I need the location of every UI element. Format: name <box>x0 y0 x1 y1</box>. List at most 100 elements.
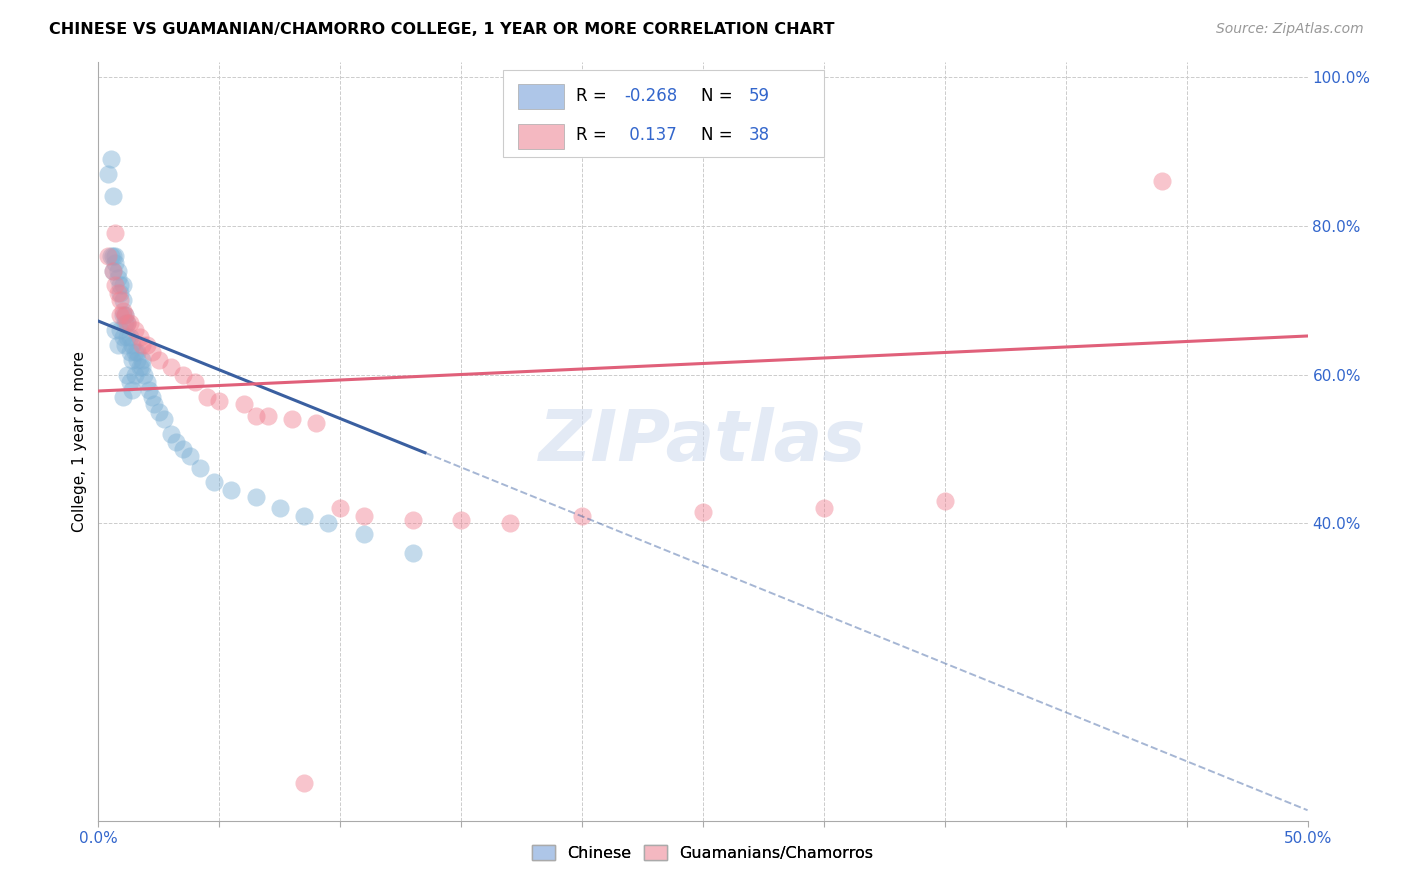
Point <box>148 352 170 367</box>
FancyBboxPatch shape <box>517 124 564 149</box>
Point <box>121 352 143 367</box>
Point <box>353 508 375 523</box>
Point <box>269 501 291 516</box>
Point <box>107 263 129 277</box>
Point <box>245 491 267 505</box>
Point <box>195 390 218 404</box>
Point <box>316 516 339 531</box>
Point <box>143 397 166 411</box>
Point <box>353 527 375 541</box>
Point <box>172 442 194 456</box>
Point <box>101 249 124 263</box>
Point <box>135 375 157 389</box>
Text: N =: N = <box>700 87 738 104</box>
Point <box>281 412 304 426</box>
Point <box>131 360 153 375</box>
Text: 0.137: 0.137 <box>624 127 678 145</box>
Point <box>148 405 170 419</box>
Point <box>114 338 136 352</box>
Point <box>97 167 120 181</box>
Point <box>108 293 131 308</box>
Text: -0.268: -0.268 <box>624 87 678 104</box>
Point <box>114 308 136 322</box>
Point <box>141 390 163 404</box>
Text: 38: 38 <box>749 127 770 145</box>
Text: Source: ZipAtlas.com: Source: ZipAtlas.com <box>1216 22 1364 37</box>
Point <box>124 345 146 359</box>
Point <box>107 338 129 352</box>
Point <box>111 308 134 322</box>
Point <box>135 338 157 352</box>
Point <box>111 330 134 344</box>
Point <box>124 368 146 382</box>
Point <box>208 393 231 408</box>
Point <box>160 427 183 442</box>
Point <box>245 409 267 423</box>
Point <box>111 278 134 293</box>
Point <box>101 189 124 203</box>
Point <box>107 271 129 285</box>
Point <box>117 330 139 344</box>
Point <box>108 308 131 322</box>
Point <box>101 263 124 277</box>
Point <box>121 338 143 352</box>
Point <box>329 501 352 516</box>
Text: ZIPatlas: ZIPatlas <box>540 407 866 476</box>
Point <box>402 512 425 526</box>
Point <box>221 483 243 497</box>
FancyBboxPatch shape <box>503 70 824 157</box>
Point <box>571 508 593 523</box>
Point <box>104 323 127 337</box>
Text: N =: N = <box>700 127 738 145</box>
Point <box>292 776 315 790</box>
Point <box>108 323 131 337</box>
Point <box>152 412 174 426</box>
Point <box>104 227 127 241</box>
Point <box>111 293 134 308</box>
Point <box>184 375 207 389</box>
Point <box>117 368 139 382</box>
Point <box>118 330 141 344</box>
Point <box>117 316 139 330</box>
Point <box>128 330 150 344</box>
Point <box>141 345 163 359</box>
Point <box>118 375 141 389</box>
Point <box>104 278 127 293</box>
Point <box>179 450 201 464</box>
Point <box>131 352 153 367</box>
Point <box>124 323 146 337</box>
Point <box>108 278 131 293</box>
Point <box>100 152 122 166</box>
Point <box>402 546 425 560</box>
Point <box>108 285 131 300</box>
Point <box>114 316 136 330</box>
Point <box>138 383 160 397</box>
Point <box>111 390 134 404</box>
Point <box>134 368 156 382</box>
Point <box>692 505 714 519</box>
Point <box>100 249 122 263</box>
Point <box>97 249 120 263</box>
Point <box>813 501 835 516</box>
Point <box>934 494 956 508</box>
Point <box>117 316 139 330</box>
Y-axis label: College, 1 year or more: College, 1 year or more <box>72 351 87 532</box>
Point <box>165 434 187 449</box>
Legend: Chinese, Guamanians/Chamorros: Chinese, Guamanians/Chamorros <box>526 838 880 867</box>
Point <box>128 360 150 375</box>
Point <box>111 304 134 318</box>
Point <box>256 409 278 423</box>
Point <box>121 383 143 397</box>
FancyBboxPatch shape <box>517 85 564 110</box>
Point <box>101 263 124 277</box>
Text: 59: 59 <box>749 87 770 104</box>
Point <box>114 308 136 322</box>
Point <box>107 285 129 300</box>
Point <box>118 316 141 330</box>
Text: CHINESE VS GUAMANIAN/CHAMORRO COLLEGE, 1 YEAR OR MORE CORRELATION CHART: CHINESE VS GUAMANIAN/CHAMORRO COLLEGE, 1… <box>49 22 835 37</box>
Point <box>204 475 226 490</box>
Point <box>1152 174 1174 188</box>
Point <box>450 512 472 526</box>
Point <box>160 360 183 375</box>
Point <box>292 508 315 523</box>
